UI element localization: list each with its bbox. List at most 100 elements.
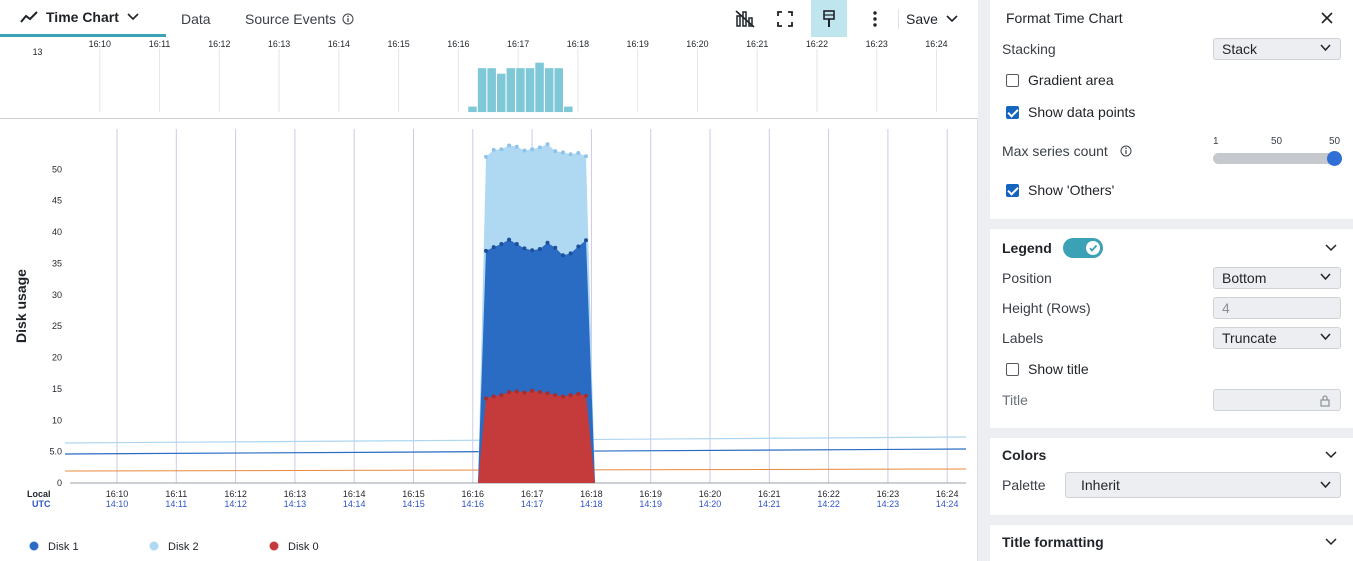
mini-bar xyxy=(525,68,535,113)
mini-tick-label: 16:11 xyxy=(149,39,171,49)
legend-toggle[interactable] xyxy=(1063,238,1103,258)
slider-handle[interactable] xyxy=(1327,151,1342,166)
more-options-button[interactable] xyxy=(857,0,893,37)
mini-tick-label: 16:18 xyxy=(567,39,589,49)
data-point xyxy=(560,253,565,258)
check-icon xyxy=(1089,244,1098,252)
tab-source-events[interactable]: Source Events xyxy=(245,0,354,37)
tab-time-chart[interactable]: Time Chart xyxy=(0,0,166,37)
chart-toolbar: Time Chart Data Source Events Save xyxy=(0,0,978,37)
mini-tick-label: 16:23 xyxy=(866,39,888,49)
data-point xyxy=(514,389,519,394)
show-title-checkbox[interactable] xyxy=(1006,363,1019,376)
stacking-select[interactable]: Stack xyxy=(1213,38,1341,60)
mini-tick-label: 16:21 xyxy=(746,39,768,49)
legend-label: Disk 0 xyxy=(288,541,319,553)
x-tick-local: 16:11 xyxy=(165,489,187,499)
fullscreen-button[interactable] xyxy=(767,0,803,37)
mini-tick-label: 16:14 xyxy=(328,39,350,49)
data-point xyxy=(584,238,588,243)
position-select[interactable]: Bottom xyxy=(1213,267,1341,289)
show-others-label: Show 'Others' xyxy=(1028,182,1115,198)
colors-section-title: Colors xyxy=(1002,447,1047,463)
fullscreen-icon xyxy=(777,10,793,27)
y-tick-label: 0 xyxy=(57,478,62,488)
data-point xyxy=(499,393,504,398)
palette-value: Inherit xyxy=(1081,477,1120,493)
section-divider xyxy=(990,515,1353,525)
show-others-checkbox[interactable] xyxy=(1006,184,1019,197)
data-point xyxy=(568,152,573,157)
labels-value: Truncate xyxy=(1222,330,1277,346)
overview-chart[interactable]: 13 16:10 16:11 16:12 16:13 16:14 16:15 16:16 16:… xyxy=(0,37,978,119)
legend-label: Disk 1 xyxy=(48,541,79,553)
y-tick-label: 50 xyxy=(52,164,62,174)
position-label: Position xyxy=(1002,270,1052,286)
x-tick-utc: 14:12 xyxy=(224,499,247,509)
x-tick-utc: 14:24 xyxy=(936,499,959,509)
close-icon[interactable] xyxy=(1319,10,1335,26)
tab-data[interactable]: Data xyxy=(181,0,211,37)
height-rows-input[interactable]: 4 xyxy=(1213,297,1341,319)
y-tick-label: 5.0 xyxy=(49,447,62,457)
save-button[interactable]: Save xyxy=(906,0,958,37)
info-icon xyxy=(1120,145,1132,157)
gradient-area-checkbox[interactable] xyxy=(1006,74,1019,87)
data-point xyxy=(484,248,488,253)
area-disk-0 xyxy=(478,390,595,483)
legend-swatch xyxy=(269,541,279,551)
data-point xyxy=(537,247,542,252)
chevron-down-icon xyxy=(1320,333,1331,341)
format-panel: Format Time Chart Stacking Stack Gradien… xyxy=(990,0,1353,561)
y-tick-label: 30 xyxy=(52,290,62,300)
data-point xyxy=(499,242,504,247)
chevron-down-icon[interactable] xyxy=(1325,538,1337,546)
chevron-down-icon[interactable] xyxy=(1325,451,1337,459)
format-button[interactable] xyxy=(811,0,847,37)
x-tick-local: 16:17 xyxy=(521,489,544,499)
title-input xyxy=(1213,389,1341,411)
mini-bar xyxy=(506,68,516,113)
data-point xyxy=(568,393,573,398)
data-point xyxy=(514,242,519,247)
x-tick-local: 16:20 xyxy=(699,489,722,499)
mini-tick-label: 16:12 xyxy=(208,39,230,49)
x-tick-local: 16:18 xyxy=(580,489,603,499)
labels-label: Labels xyxy=(1002,330,1044,346)
save-label: Save xyxy=(906,10,938,27)
palette-select[interactable]: Inherit xyxy=(1065,472,1341,498)
section-divider xyxy=(990,428,1353,438)
section-divider xyxy=(990,219,1353,229)
mini-tick-label: 16:19 xyxy=(627,39,649,49)
stacking-value: Stack xyxy=(1222,41,1258,57)
tab-label: Time Chart xyxy=(46,9,119,25)
data-point xyxy=(530,147,535,152)
data-point xyxy=(491,394,496,399)
show-data-points-checkbox[interactable] xyxy=(1006,106,1019,119)
chevron-down-icon xyxy=(1320,481,1331,489)
data-point xyxy=(484,396,488,401)
x-tick-utc: 14:18 xyxy=(580,499,603,509)
tab-label: Data xyxy=(181,10,211,27)
max-series-slider[interactable] xyxy=(1213,153,1333,164)
info-icon xyxy=(342,13,354,24)
data-point xyxy=(584,154,588,159)
mini-bar xyxy=(468,106,477,113)
x-tick-local: 16:24 xyxy=(936,489,959,499)
mini-tick-label: 16:17 xyxy=(507,39,529,49)
data-point xyxy=(553,393,558,398)
y-axis-label: Disk usage xyxy=(13,269,29,343)
data-point xyxy=(491,245,496,250)
x-tick-utc: 14:15 xyxy=(402,499,425,509)
title-formatting-section-title: Title formatting xyxy=(1002,534,1104,550)
hide-series-button[interactable] xyxy=(727,0,763,37)
data-point xyxy=(507,143,512,148)
labels-select[interactable]: Truncate xyxy=(1213,327,1341,349)
max-series-label: Max series count xyxy=(1002,143,1108,159)
title-label: Title xyxy=(1002,392,1028,408)
y-tick-label: 45 xyxy=(52,196,62,206)
line-chart-icon xyxy=(20,11,38,23)
chevron-down-icon[interactable] xyxy=(1325,244,1337,252)
y-tick-label: 40 xyxy=(52,227,62,237)
